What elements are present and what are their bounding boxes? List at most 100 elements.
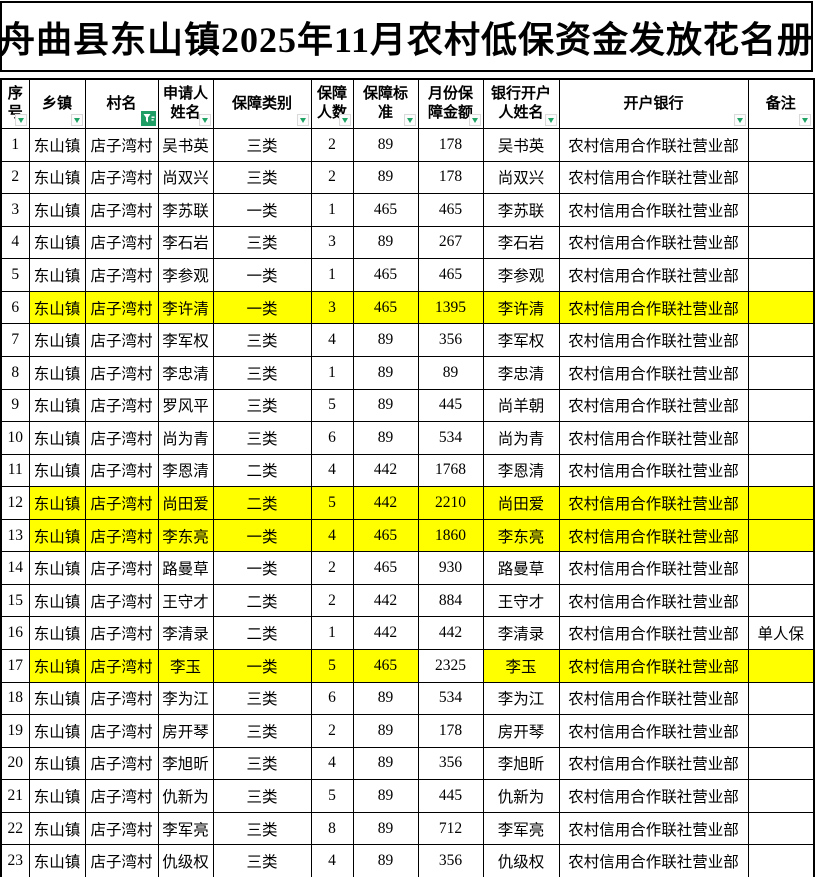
cell-index[interactable]: 19 bbox=[0, 714, 30, 748]
filter-dropdown-icon[interactable] bbox=[403, 114, 416, 126]
cell-remark[interactable] bbox=[747, 518, 815, 553]
cell-monthly_amount[interactable]: 442 bbox=[417, 616, 484, 650]
cell-category[interactable]: 三类 bbox=[212, 225, 312, 260]
cell-village[interactable]: 店子湾村 bbox=[84, 811, 159, 846]
cell-monthly_amount[interactable]: 445 bbox=[417, 388, 484, 423]
cell-township[interactable]: 东山镇 bbox=[28, 649, 86, 683]
cell-village[interactable]: 店子湾村 bbox=[84, 583, 159, 618]
cell-category[interactable]: 三类 bbox=[212, 355, 312, 390]
cell-account_holder[interactable]: 尚羊朝 bbox=[482, 388, 560, 423]
cell-persons[interactable]: 4 bbox=[310, 518, 354, 553]
cell-remark[interactable] bbox=[747, 290, 815, 325]
cell-monthly_amount[interactable]: 356 bbox=[417, 323, 484, 357]
cell-village[interactable]: 店子湾村 bbox=[84, 388, 159, 423]
cell-standard[interactable]: 89 bbox=[352, 681, 419, 716]
cell-township[interactable]: 东山镇 bbox=[28, 811, 86, 846]
cell-category[interactable]: 一类 bbox=[212, 290, 312, 325]
cell-standard[interactable]: 442 bbox=[352, 486, 419, 520]
cell-category[interactable]: 一类 bbox=[212, 518, 312, 553]
cell-applicant[interactable]: 李许清 bbox=[157, 290, 214, 325]
cell-standard[interactable]: 89 bbox=[352, 779, 419, 813]
cell-village[interactable]: 店子湾村 bbox=[84, 746, 159, 781]
cell-standard[interactable]: 465 bbox=[352, 649, 419, 683]
cell-bank[interactable]: 农村信用合作联社营业部 bbox=[558, 551, 749, 585]
cell-standard[interactable]: 442 bbox=[352, 453, 419, 488]
cell-village[interactable]: 店子湾村 bbox=[84, 844, 159, 877]
cell-persons[interactable]: 1 bbox=[310, 616, 354, 650]
cell-monthly_amount[interactable]: 2210 bbox=[417, 486, 484, 520]
cell-account_holder[interactable]: 吴书英 bbox=[482, 128, 560, 162]
cell-index[interactable]: 8 bbox=[0, 355, 30, 390]
cell-account_holder[interactable]: 李玉 bbox=[482, 649, 560, 683]
cell-standard[interactable]: 465 bbox=[352, 551, 419, 585]
cell-persons[interactable]: 8 bbox=[310, 811, 354, 846]
cell-bank[interactable]: 农村信用合作联社营业部 bbox=[558, 779, 749, 813]
cell-standard[interactable]: 465 bbox=[352, 290, 419, 325]
cell-standard[interactable]: 442 bbox=[352, 583, 419, 618]
cell-township[interactable]: 东山镇 bbox=[28, 128, 86, 162]
cell-applicant[interactable]: 李苏联 bbox=[157, 193, 214, 227]
cell-remark[interactable] bbox=[747, 160, 815, 195]
cell-remark[interactable] bbox=[747, 225, 815, 260]
cell-persons[interactable]: 5 bbox=[310, 388, 354, 423]
cell-applicant[interactable]: 李为江 bbox=[157, 681, 214, 716]
cell-bank[interactable]: 农村信用合作联社营业部 bbox=[558, 616, 749, 650]
cell-index[interactable]: 20 bbox=[0, 746, 30, 781]
cell-village[interactable]: 店子湾村 bbox=[84, 649, 159, 683]
cell-township[interactable]: 东山镇 bbox=[28, 388, 86, 423]
cell-monthly_amount[interactable]: 2325 bbox=[417, 649, 484, 683]
cell-remark[interactable] bbox=[747, 551, 815, 585]
filter-dropdown-icon[interactable] bbox=[733, 114, 746, 126]
cell-category[interactable]: 二类 bbox=[212, 583, 312, 618]
cell-standard[interactable]: 465 bbox=[352, 193, 419, 227]
cell-category[interactable]: 一类 bbox=[212, 551, 312, 585]
cell-applicant[interactable]: 仇级权 bbox=[157, 844, 214, 877]
cell-township[interactable]: 东山镇 bbox=[28, 453, 86, 488]
cell-index[interactable]: 4 bbox=[0, 225, 30, 260]
cell-village[interactable]: 店子湾村 bbox=[84, 258, 159, 292]
cell-remark[interactable] bbox=[747, 583, 815, 618]
filter-dropdown-icon[interactable] bbox=[70, 114, 83, 126]
cell-monthly_amount[interactable]: 534 bbox=[417, 681, 484, 716]
cell-bank[interactable]: 农村信用合作联社营业部 bbox=[558, 714, 749, 748]
cell-account_holder[interactable]: 李为江 bbox=[482, 681, 560, 716]
cell-village[interactable]: 店子湾村 bbox=[84, 160, 159, 195]
cell-bank[interactable]: 农村信用合作联社营业部 bbox=[558, 128, 749, 162]
cell-township[interactable]: 东山镇 bbox=[28, 518, 86, 553]
cell-standard[interactable]: 465 bbox=[352, 518, 419, 553]
cell-remark[interactable] bbox=[747, 811, 815, 846]
cell-account_holder[interactable]: 尚双兴 bbox=[482, 160, 560, 195]
cell-township[interactable]: 东山镇 bbox=[28, 323, 86, 357]
cell-category[interactable]: 三类 bbox=[212, 323, 312, 357]
cell-applicant[interactable]: 房开琴 bbox=[157, 714, 214, 748]
cell-account_holder[interactable]: 李军亮 bbox=[482, 811, 560, 846]
cell-applicant[interactable]: 李军亮 bbox=[157, 811, 214, 846]
cell-standard[interactable]: 89 bbox=[352, 421, 419, 455]
cell-bank[interactable]: 农村信用合作联社营业部 bbox=[558, 258, 749, 292]
cell-account_holder[interactable]: 李忠清 bbox=[482, 355, 560, 390]
cell-standard[interactable]: 89 bbox=[352, 160, 419, 195]
cell-index[interactable]: 23 bbox=[0, 844, 30, 877]
cell-category[interactable]: 一类 bbox=[212, 649, 312, 683]
cell-category[interactable]: 三类 bbox=[212, 811, 312, 846]
cell-persons[interactable]: 5 bbox=[310, 649, 354, 683]
cell-village[interactable]: 店子湾村 bbox=[84, 421, 159, 455]
cell-index[interactable]: 14 bbox=[0, 551, 30, 585]
cell-category[interactable]: 三类 bbox=[212, 128, 312, 162]
cell-persons[interactable]: 1 bbox=[310, 258, 354, 292]
cell-account_holder[interactable]: 李旭昕 bbox=[482, 746, 560, 781]
cell-village[interactable]: 店子湾村 bbox=[84, 714, 159, 748]
cell-village[interactable]: 店子湾村 bbox=[84, 128, 159, 162]
cell-monthly_amount[interactable]: 930 bbox=[417, 551, 484, 585]
filter-dropdown-icon[interactable] bbox=[799, 114, 811, 126]
filter-dropdown-icon[interactable] bbox=[198, 114, 211, 126]
cell-category[interactable]: 三类 bbox=[212, 388, 312, 423]
cell-township[interactable]: 东山镇 bbox=[28, 160, 86, 195]
cell-bank[interactable]: 农村信用合作联社营业部 bbox=[558, 844, 749, 877]
cell-persons[interactable]: 1 bbox=[310, 193, 354, 227]
cell-remark[interactable] bbox=[747, 681, 815, 716]
cell-standard[interactable]: 465 bbox=[352, 258, 419, 292]
cell-monthly_amount[interactable]: 1768 bbox=[417, 453, 484, 488]
cell-standard[interactable]: 89 bbox=[352, 844, 419, 877]
cell-account_holder[interactable]: 王守才 bbox=[482, 583, 560, 618]
